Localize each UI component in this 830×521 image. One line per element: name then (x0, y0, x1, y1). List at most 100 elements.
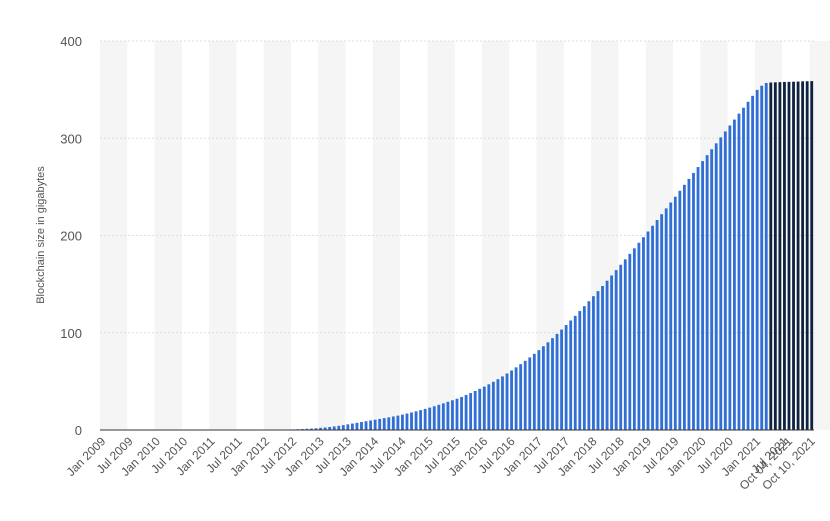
bar (514, 367, 518, 430)
bar (728, 125, 732, 430)
bar (578, 311, 582, 430)
bar (701, 161, 704, 430)
bar (491, 381, 495, 430)
bar (783, 81, 786, 430)
bar (801, 81, 805, 430)
bar (310, 428, 313, 430)
bar (573, 315, 577, 430)
bar (419, 410, 423, 430)
bar (664, 208, 668, 430)
bar (623, 259, 627, 430)
bar (537, 350, 541, 430)
bar (364, 421, 368, 430)
bar (387, 417, 391, 430)
bar (592, 296, 595, 430)
bar (473, 391, 477, 430)
bar (564, 325, 568, 430)
bar (437, 404, 441, 430)
bar (496, 379, 500, 430)
bar (582, 306, 586, 430)
bar (510, 370, 513, 430)
bar (555, 333, 559, 430)
bar (787, 81, 791, 430)
bar (605, 280, 609, 430)
bar (610, 275, 614, 430)
bar (737, 113, 741, 430)
y-axis-ticks: 0 100 200 300 400 (60, 34, 82, 438)
bar (350, 423, 354, 430)
bar (337, 425, 341, 430)
bar (696, 167, 700, 430)
bar (410, 412, 413, 430)
bar (482, 386, 486, 430)
bar (460, 396, 463, 430)
bar (478, 388, 482, 430)
bar (519, 364, 523, 430)
bar (687, 178, 691, 430)
bar (642, 237, 645, 430)
bar (596, 291, 600, 430)
bar (769, 82, 773, 430)
bar (369, 420, 373, 430)
bar (332, 426, 336, 430)
bar (601, 285, 604, 430)
bar (719, 137, 723, 430)
bars (264, 81, 814, 431)
bar (692, 172, 695, 430)
bar (541, 346, 545, 430)
y-tick-label: 200 (60, 229, 82, 244)
bar (314, 428, 318, 430)
bar (323, 427, 327, 430)
bar (796, 81, 800, 430)
bar (451, 400, 454, 430)
bar (464, 394, 468, 430)
bar (523, 360, 527, 430)
y-tick-label: 300 (60, 131, 82, 146)
bar (792, 81, 795, 431)
bar (423, 408, 427, 430)
y-axis-label: Blockchain size in gigabytes (35, 166, 47, 304)
bar (360, 422, 363, 430)
bar (396, 415, 400, 430)
bar (628, 253, 632, 430)
bar (346, 424, 350, 430)
bar (441, 403, 445, 430)
bar (660, 214, 664, 430)
bar (328, 426, 332, 430)
bar (746, 101, 750, 430)
bar (614, 270, 618, 430)
bar (587, 301, 591, 430)
background-band (809, 41, 830, 430)
bar (378, 418, 382, 430)
bar (532, 353, 536, 430)
bar (637, 242, 641, 430)
bar (505, 373, 509, 430)
bar (432, 406, 436, 430)
bar (487, 384, 491, 430)
gridlines (100, 40, 814, 334)
bar (778, 82, 782, 430)
bar (682, 184, 686, 430)
bar (669, 202, 673, 430)
bar (546, 342, 550, 430)
bar (455, 398, 459, 430)
bar (382, 418, 386, 430)
bar (341, 425, 345, 430)
bar (305, 428, 309, 430)
bar (401, 414, 404, 430)
bar (751, 95, 755, 430)
bar (651, 225, 654, 430)
bar (373, 419, 377, 430)
bar (742, 107, 745, 430)
y-tick-label: 100 (60, 326, 82, 341)
bar (619, 264, 623, 430)
bar (446, 401, 450, 430)
bar (810, 81, 814, 430)
bar (764, 83, 768, 431)
bar (391, 416, 395, 430)
bar (710, 149, 714, 430)
bar (528, 357, 532, 430)
